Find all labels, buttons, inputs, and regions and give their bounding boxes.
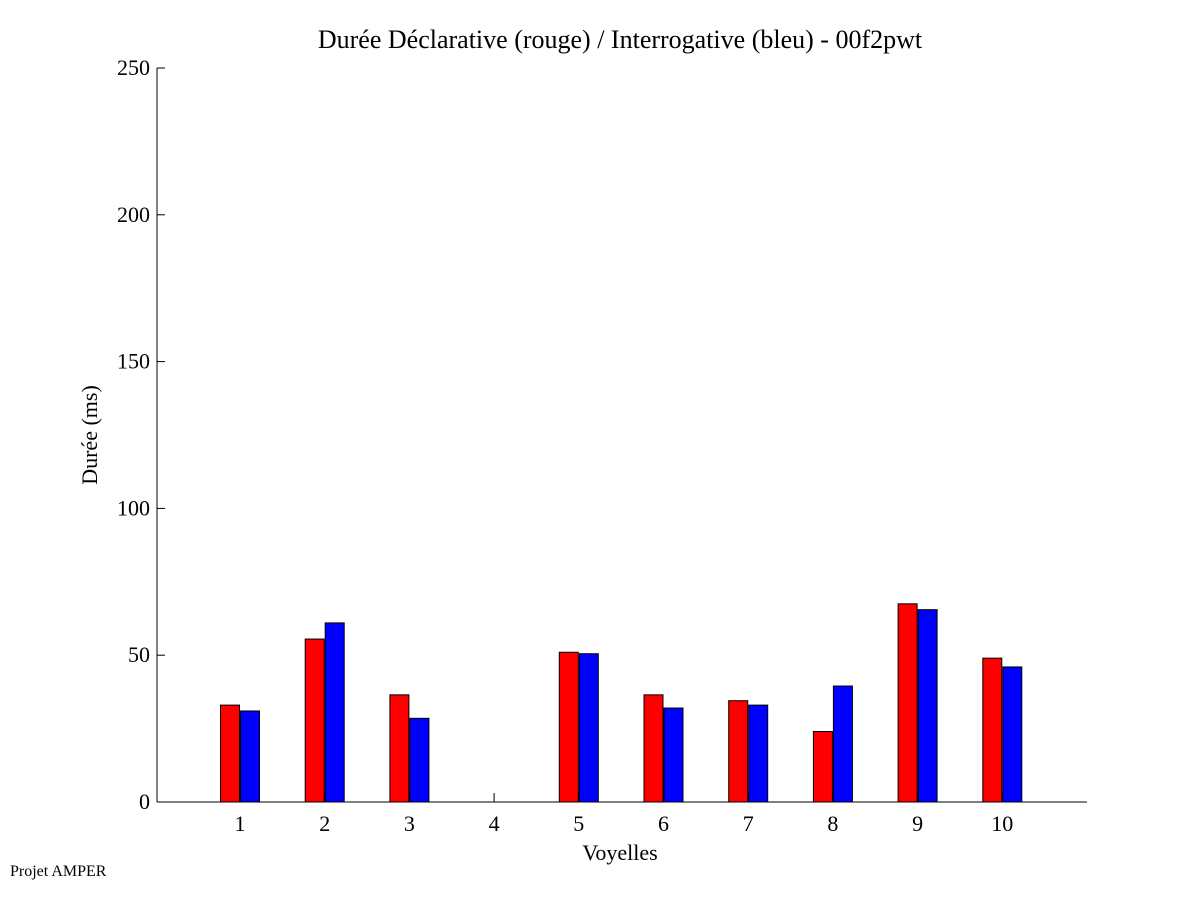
y-tick-label-150: 150 (117, 349, 150, 374)
x-axis-label: Voyelles (582, 840, 657, 865)
bar-declarative-10 (982, 657, 1003, 803)
bar-interrogative-8 (832, 685, 853, 803)
x-tick-label-5: 5 (573, 811, 584, 836)
y-tick-label-0: 0 (139, 789, 150, 814)
bar-interrogative-5 (578, 653, 599, 803)
bar-declarative-5 (558, 651, 579, 803)
bar-declarative-9 (897, 603, 918, 803)
y-tick-label-200: 200 (117, 202, 150, 227)
x-tick-label-9: 9 (912, 811, 923, 836)
bar-declarative-2 (304, 638, 325, 803)
bar-interrogative-7 (748, 704, 769, 803)
x-tick-label-7: 7 (743, 811, 754, 836)
bar-declarative-7 (728, 700, 749, 803)
x-tick-label-1: 1 (235, 811, 246, 836)
bar-declarative-3 (389, 694, 410, 803)
x-tick-label-8: 8 (827, 811, 838, 836)
labels-layer: 0 50 100 150 200 250 1 2 3 4 5 6 7 8 9 10 Durée Déclarat… (77, 25, 1013, 865)
x-tick-label-3: 3 (404, 811, 415, 836)
y-tick-label-50: 50 (128, 642, 150, 667)
bar-interrogative-1 (240, 710, 260, 803)
x-tick-label-2: 2 (319, 811, 330, 836)
axes-layer (156, 67, 1087, 803)
bar-interrogative-2 (324, 622, 345, 803)
y-tick-label-250: 250 (117, 55, 150, 80)
bar-interrogative-9 (917, 609, 938, 803)
bars-layer (220, 603, 1023, 803)
x-tick-label-6: 6 (658, 811, 669, 836)
x-tick-label-4: 4 (489, 811, 500, 836)
x-tick-label-10: 10 (991, 811, 1013, 836)
y-tick-label-100: 100 (117, 495, 150, 520)
bar-declarative-1 (220, 704, 240, 803)
chart-title: Durée Déclarative (rouge) / Interrogativ… (318, 25, 923, 54)
bar-interrogative-10 (1002, 666, 1023, 803)
bar-declarative-6 (643, 694, 664, 803)
bar-interrogative-6 (663, 707, 684, 803)
footer-label: Projet AMPER (10, 863, 107, 880)
bar-interrogative-3 (409, 717, 430, 803)
bar-declarative-8 (812, 731, 833, 803)
y-axis-label: Durée (ms) (77, 385, 102, 485)
